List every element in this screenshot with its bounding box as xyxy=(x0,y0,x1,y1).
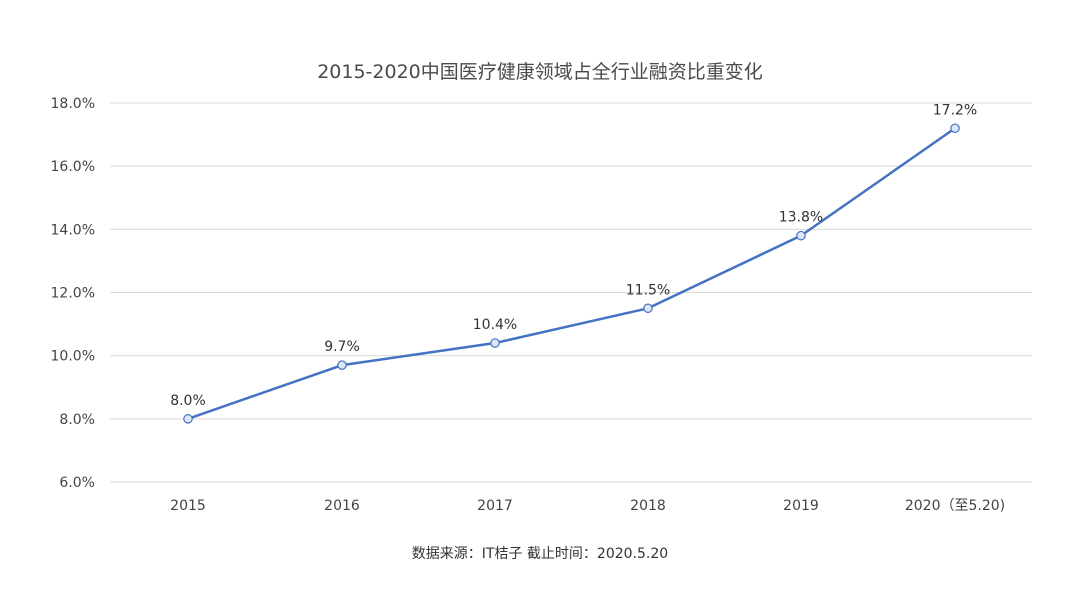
data-point xyxy=(796,230,806,241)
data-point xyxy=(337,360,347,370)
x-tick-label: 2016 xyxy=(324,498,360,514)
data-label: 17.2% xyxy=(933,102,977,118)
x-tick-label: 2018 xyxy=(630,498,666,514)
x-tick-label: 2015 xyxy=(170,498,206,514)
x-tick-label: 2017 xyxy=(477,498,513,514)
data-label: 11.5% xyxy=(626,282,670,298)
y-tick-label: 12.0% xyxy=(51,286,95,302)
y-tick-label: 16.0% xyxy=(51,159,95,175)
y-tick-label: 10.0% xyxy=(51,349,95,365)
data-label: 10.4% xyxy=(473,317,517,333)
x-tick-label: 2020（至5.20) xyxy=(905,498,1005,514)
data-point xyxy=(183,414,193,424)
data-labels: 8.0% 9.7% 10.4% 11.5% 13.8% 17.2% xyxy=(170,102,977,409)
data-label: 13.8% xyxy=(779,210,823,226)
data-point xyxy=(643,303,653,314)
y-axis-tick-labels: 6.0% 8.0% 10.0% 12.0% 14.0% 16.0% 18.0% xyxy=(51,96,95,491)
data-label: 9.7% xyxy=(324,339,360,355)
y-tick-label: 8.0% xyxy=(59,412,95,428)
data-label: 8.0% xyxy=(170,393,206,409)
x-axis-tick-labels: 2015 2016 2017 2018 2019 2020（至5.20) xyxy=(170,498,1005,514)
y-tick-label: 18.0% xyxy=(51,96,95,112)
series-line xyxy=(186,127,957,421)
y-tick-label: 6.0% xyxy=(59,475,95,491)
y-tick-label: 14.0% xyxy=(51,222,95,238)
x-tick-label: 2019 xyxy=(783,498,819,514)
data-point xyxy=(490,338,500,348)
grid-lines xyxy=(110,102,1032,483)
source-note: 数据来源：IT桔子 截止时间：2020.5.20 xyxy=(412,546,668,562)
chart-title: 2015-2020中国医疗健康领域占全行业融资比重变化 xyxy=(317,61,763,83)
series-group xyxy=(183,123,960,424)
data-point xyxy=(950,123,960,134)
